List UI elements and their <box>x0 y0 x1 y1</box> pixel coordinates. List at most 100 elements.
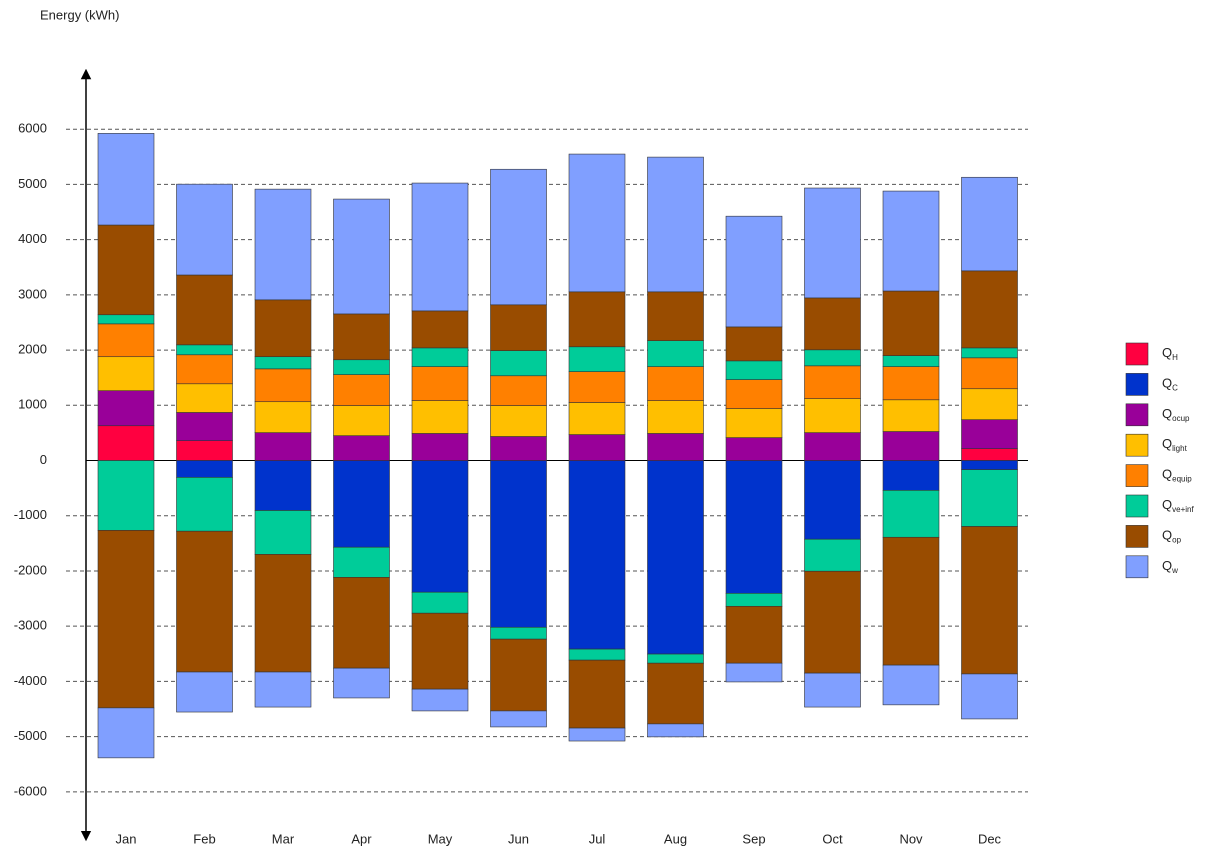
bar-segment <box>97 460 155 531</box>
bar-segment <box>254 299 312 358</box>
legend-subscript: w <box>1171 566 1178 575</box>
legend-label: Qop <box>1162 528 1182 545</box>
bar-segment <box>568 291 626 348</box>
bar-segment <box>804 187 861 299</box>
bar-segment <box>411 182 469 312</box>
x-tick-label: Jun <box>508 831 529 846</box>
bar-segment <box>411 347 469 367</box>
x-tick-label: Mar <box>272 831 295 846</box>
bar-segment <box>176 671 233 713</box>
bar-segment <box>568 659 626 729</box>
bar-segment <box>647 723 704 738</box>
bars: Jan Feb Mar Apr May Jun Jul Aug Sep Oct Nov Dec <box>97 133 1018 846</box>
bar-segment <box>961 357 1018 390</box>
x-tick-label: Feb <box>193 831 215 846</box>
bar-segment <box>568 648 626 661</box>
bar-segment <box>882 366 940 401</box>
bar-segment <box>176 530 233 673</box>
bar-segment <box>725 326 783 362</box>
x-tick-label: Dec <box>978 831 1002 846</box>
legend-swatch <box>1125 555 1149 579</box>
bar-segment <box>490 350 547 377</box>
legend-swatch <box>1125 494 1149 518</box>
bar-segment <box>490 626 547 640</box>
bar-segment <box>647 460 704 655</box>
bar-segment <box>490 304 547 351</box>
bar-segment <box>882 460 940 491</box>
bar-segment <box>97 707 155 759</box>
bar-segment <box>254 368 312 403</box>
bar-segment <box>804 460 861 540</box>
bar-segment <box>254 356 312 370</box>
bar-segment <box>882 399 940 432</box>
y-tick-label: -6000 <box>14 783 47 798</box>
legend-name: Q <box>1162 406 1172 421</box>
bar-segment <box>882 355 940 367</box>
bar-segment <box>333 577 390 669</box>
bar-segment <box>961 270 1018 349</box>
legend-subscript: op <box>1172 536 1181 545</box>
bar-segment <box>490 710 547 728</box>
bar-segment <box>647 156 704 293</box>
bar-segment <box>411 460 469 593</box>
legend-subscript: H <box>1172 353 1178 362</box>
bar-segment <box>882 536 940 666</box>
bar-segment <box>568 434 626 461</box>
legend-subscript: light <box>1172 444 1187 453</box>
bar-segment <box>647 433 704 461</box>
bar-segment <box>254 510 312 555</box>
bar-segment <box>490 405 547 437</box>
y-tick-label: 5000 <box>18 176 47 191</box>
legend-swatch <box>1125 342 1149 366</box>
y-tick-label: 3000 <box>18 286 47 301</box>
bar-segment <box>411 688 469 712</box>
bar-segment <box>411 612 469 690</box>
bar-segment <box>176 440 233 461</box>
y-tick-label: -1000 <box>14 507 47 522</box>
x-tick-label: Oct <box>822 831 843 846</box>
bar-segment <box>176 274 233 346</box>
bar-segment <box>176 344 233 356</box>
bar-segment <box>568 371 626 403</box>
bar-segment <box>647 366 704 401</box>
bar-segment <box>254 188 312 301</box>
bar-segment <box>804 297 861 351</box>
legend-name: Q <box>1162 345 1172 360</box>
bar-segment <box>411 310 469 349</box>
bar-segment <box>97 530 155 709</box>
bar-segment <box>490 168 547 306</box>
y-tick-label: -4000 <box>14 673 47 688</box>
bar-segment <box>647 400 704 434</box>
bar-segment <box>882 190 940 292</box>
bar-segment <box>568 402 626 435</box>
bar-segment <box>97 390 155 427</box>
bar-segment <box>568 153 626 293</box>
y-tick-label: -2000 <box>14 562 47 577</box>
bar-segment <box>882 431 940 461</box>
y-tick-label: -5000 <box>14 728 47 743</box>
legend-label: Qlight <box>1162 437 1188 454</box>
legend-name: Q <box>1162 376 1172 391</box>
bar-segment <box>882 290 940 356</box>
bar-segment <box>961 388 1018 420</box>
bar-segment <box>725 662 783 683</box>
y-tick-label: 0 <box>40 452 47 467</box>
bar-segment <box>961 419 1018 449</box>
bar-segment <box>254 554 312 673</box>
bar-segment <box>411 400 469 434</box>
legend-subscript: ocup <box>1172 414 1190 423</box>
bar-segment <box>411 433 469 461</box>
bar-segment <box>647 653 704 664</box>
bar-segment <box>333 374 390 406</box>
bar-segment <box>961 673 1018 720</box>
bar-segment <box>725 215 783 328</box>
bar-segment <box>97 314 155 325</box>
bar-segment <box>804 349 861 367</box>
bar-segment <box>804 365 861 399</box>
legend-label: QC <box>1162 376 1178 393</box>
legend-subscript: equip <box>1172 475 1192 484</box>
bar-segment <box>725 593 783 607</box>
bar-segment <box>490 460 547 628</box>
bar-segment <box>411 591 469 614</box>
